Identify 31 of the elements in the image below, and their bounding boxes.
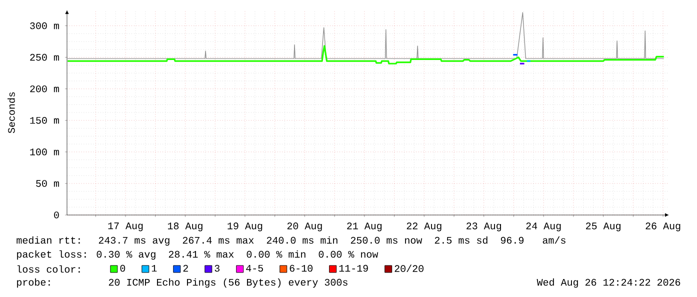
y-tick-label: 150 m	[30, 116, 59, 124]
x-tick-label: 26 Aug	[646, 222, 680, 232]
x-tick-label: 23 Aug	[466, 222, 502, 232]
y-tick-label: 100 m	[30, 148, 59, 156]
y-axis-title: Seconds	[8, 92, 15, 134]
y-tick-label: 250 m	[30, 54, 59, 61]
legend-label: 2	[183, 264, 188, 272]
legend-label: 6-10	[290, 264, 312, 272]
x-tick-label: 20 Aug	[287, 222, 322, 232]
text: Wed Aug 26 12:24:22 2026	[536, 278, 680, 288]
legend-label: 3	[214, 264, 220, 272]
x-tick-label: 21 Aug	[347, 222, 382, 232]
legend-title: loss color:	[18, 265, 80, 273]
y-tick-label: 300 m	[30, 22, 59, 30]
legend-label: 11-19	[339, 264, 368, 272]
legend-label: 20/20	[394, 264, 424, 272]
text: probe: 20 ICMP Echo Pings (56 Bytes) every 300s	[17, 278, 348, 288]
text: median rtt: 243.7 ms avg 267.4 ms max 240.0 ms min 250.0 ms now 2.5 ms sd 96.9 am/s	[16, 236, 566, 246]
y-tick-label: 200 m	[30, 85, 59, 92]
y-tick-label: 0	[54, 212, 59, 218]
legend-label: 1	[152, 264, 157, 272]
x-tick-label: 19 Aug	[228, 222, 262, 232]
x-tick-label: 17 Aug	[108, 222, 143, 232]
text: packet loss: 0.30 % avg 28.41 % max 0.00 % min 0.00 % now	[17, 250, 378, 260]
x-tick-label: 24 Aug	[526, 222, 561, 232]
legend-label: 4-5	[246, 264, 263, 272]
x-tick-label: 18 Aug	[168, 222, 202, 232]
y-tick-label: 50 m	[36, 180, 59, 187]
x-tick-label: 22 Aug	[406, 222, 442, 232]
x-tick-label: 25 Aug	[586, 222, 620, 232]
legend-label: 0	[120, 264, 126, 272]
